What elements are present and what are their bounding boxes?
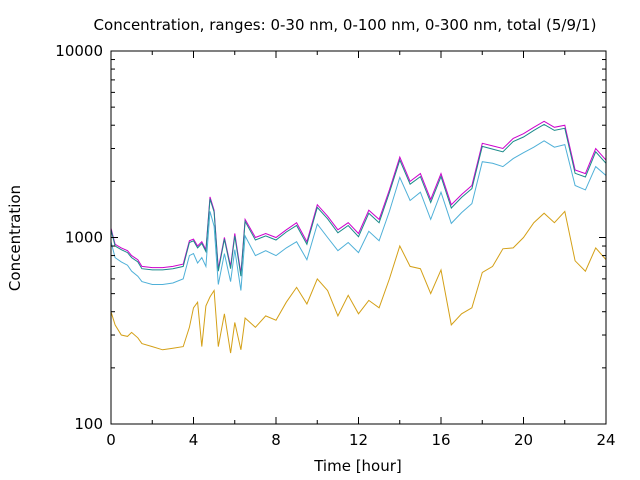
series-line-total	[110, 120, 607, 274]
x-tick-label: 20	[514, 431, 533, 449]
x-tick-label: 8	[271, 431, 281, 449]
y-tick-label: 1000	[65, 229, 103, 247]
series-line-range-0-100	[110, 140, 607, 291]
plot-frame	[110, 50, 607, 425]
x-tick-label: 24	[596, 431, 615, 449]
series-line-range-0-300	[110, 123, 607, 277]
x-tick-label: 4	[189, 431, 199, 449]
series-layer	[110, 120, 607, 354]
y-tick-label: 10000	[55, 42, 103, 60]
x-tick-label: 12	[349, 431, 368, 449]
y-axis-label: Concentration	[6, 185, 24, 291]
series-line-range-0-30	[110, 210, 607, 354]
chart-title: Concentration, ranges: 0-30 nm, 0-100 nm…	[94, 16, 597, 34]
ticks-layer: 0 4 8 12 16 20 24 100 1000 10000	[55, 42, 615, 449]
x-tick-label: 0	[106, 431, 116, 449]
x-axis-label: Time [hour]	[313, 457, 402, 475]
y-tick-label: 100	[74, 415, 103, 433]
x-tick-label: 16	[431, 431, 450, 449]
